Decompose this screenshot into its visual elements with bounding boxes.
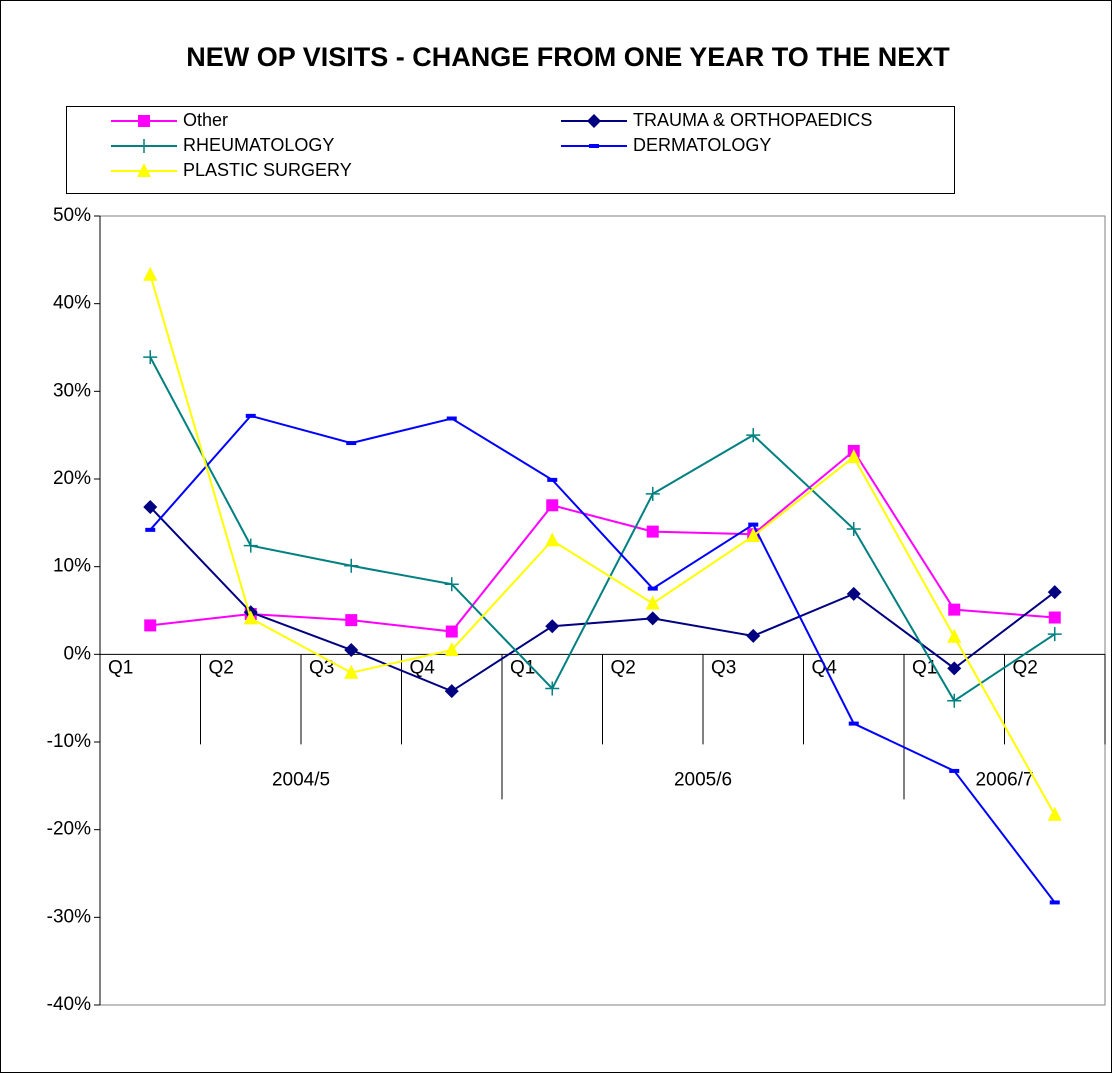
x-group-label: 2006/7: [975, 769, 1033, 790]
x-tick-label: Q3: [711, 657, 736, 678]
marker: [589, 144, 599, 148]
marker: [846, 586, 861, 601]
x-tick-label: Q2: [209, 657, 234, 678]
marker: [546, 499, 559, 512]
marker: [947, 661, 962, 676]
marker: [1047, 585, 1062, 600]
marker: [444, 641, 459, 656]
marker: [748, 522, 759, 527]
marker: [646, 525, 659, 538]
y-tick-label: -20%: [47, 819, 91, 840]
marker: [143, 266, 158, 281]
marker: [846, 449, 861, 464]
marker: [344, 558, 359, 573]
marker: [444, 684, 459, 699]
x-tick-label: Q4: [812, 657, 838, 678]
y-tick-label: 10%: [53, 556, 91, 577]
marker: [137, 163, 151, 177]
marker: [344, 642, 359, 657]
marker: [344, 664, 359, 679]
marker: [138, 115, 150, 127]
x-tick-label: Q1: [108, 657, 133, 678]
marker: [1048, 611, 1061, 624]
marker: [848, 721, 859, 726]
y-tick-label: 0%: [64, 643, 92, 664]
series-line: [149, 356, 1056, 703]
marker: [746, 428, 761, 443]
x-tick-label: Q1: [912, 657, 937, 678]
marker: [1049, 900, 1060, 905]
legend-label: DERMATOLOGY: [633, 135, 771, 155]
legend-label: Other: [183, 110, 228, 130]
marker: [137, 139, 151, 153]
marker: [144, 619, 157, 632]
marker: [143, 500, 158, 515]
legend-label: RHEUMATOLOGY: [183, 135, 334, 155]
marker: [245, 413, 256, 418]
x-tick-label: Q2: [1013, 657, 1038, 678]
marker: [948, 603, 961, 616]
series-line: [149, 414, 1056, 904]
marker: [345, 614, 358, 627]
legend-label: TRAUMA & ORTHOPAEDICS: [633, 110, 872, 130]
marker: [143, 350, 158, 365]
marker: [545, 532, 560, 547]
series-line: [149, 506, 1056, 693]
marker: [587, 114, 601, 128]
marker: [145, 527, 156, 532]
y-tick-label: 30%: [53, 380, 91, 401]
marker: [947, 693, 962, 708]
legend-items: Other TRAUMA & ORTHOPAEDICS RHEUMATOLOGY DE…: [111, 110, 872, 180]
marker: [1047, 806, 1062, 821]
x-tick-label: Q2: [611, 657, 636, 678]
marker: [949, 768, 960, 773]
x-group-label: 2004/5: [272, 769, 330, 790]
marker: [645, 595, 660, 610]
marker: [445, 625, 458, 638]
marker: [547, 477, 558, 482]
marker: [645, 486, 660, 501]
marker: [746, 628, 761, 643]
marker: [947, 628, 962, 643]
y-tick-label: -30%: [47, 906, 91, 927]
marker: [647, 586, 658, 591]
y-tick-label: 20%: [53, 468, 91, 489]
marker: [746, 527, 761, 542]
marker: [446, 416, 457, 421]
marker: [243, 610, 258, 625]
marker: [1047, 627, 1062, 642]
marker: [444, 577, 459, 592]
marker: [645, 611, 660, 626]
marker: [545, 681, 560, 696]
marker: [846, 521, 861, 536]
x-tick-label: Q3: [309, 657, 334, 678]
y-tick-label: -40%: [47, 994, 91, 1015]
x-tick-label: Q4: [410, 657, 436, 678]
series-line: [149, 274, 1056, 816]
marker: [243, 538, 258, 553]
x-tick-label: Q1: [510, 657, 535, 678]
y-tick-label: 40%: [53, 293, 91, 314]
y-tick-label: -10%: [47, 731, 91, 752]
series-line: [150, 449, 1055, 633]
legend-label: PLASTIC SURGERY: [183, 160, 352, 180]
y-tick-label: 50%: [53, 205, 91, 226]
chart-title: NEW OP VISITS - CHANGE FROM ONE YEAR TO …: [186, 42, 950, 72]
marker: [346, 441, 357, 446]
legend: Other TRAUMA & ORTHOPAEDICS RHEUMATOLOGY DE…: [66, 106, 955, 194]
marker: [545, 619, 560, 634]
x-group-label: 2005/6: [674, 769, 732, 790]
